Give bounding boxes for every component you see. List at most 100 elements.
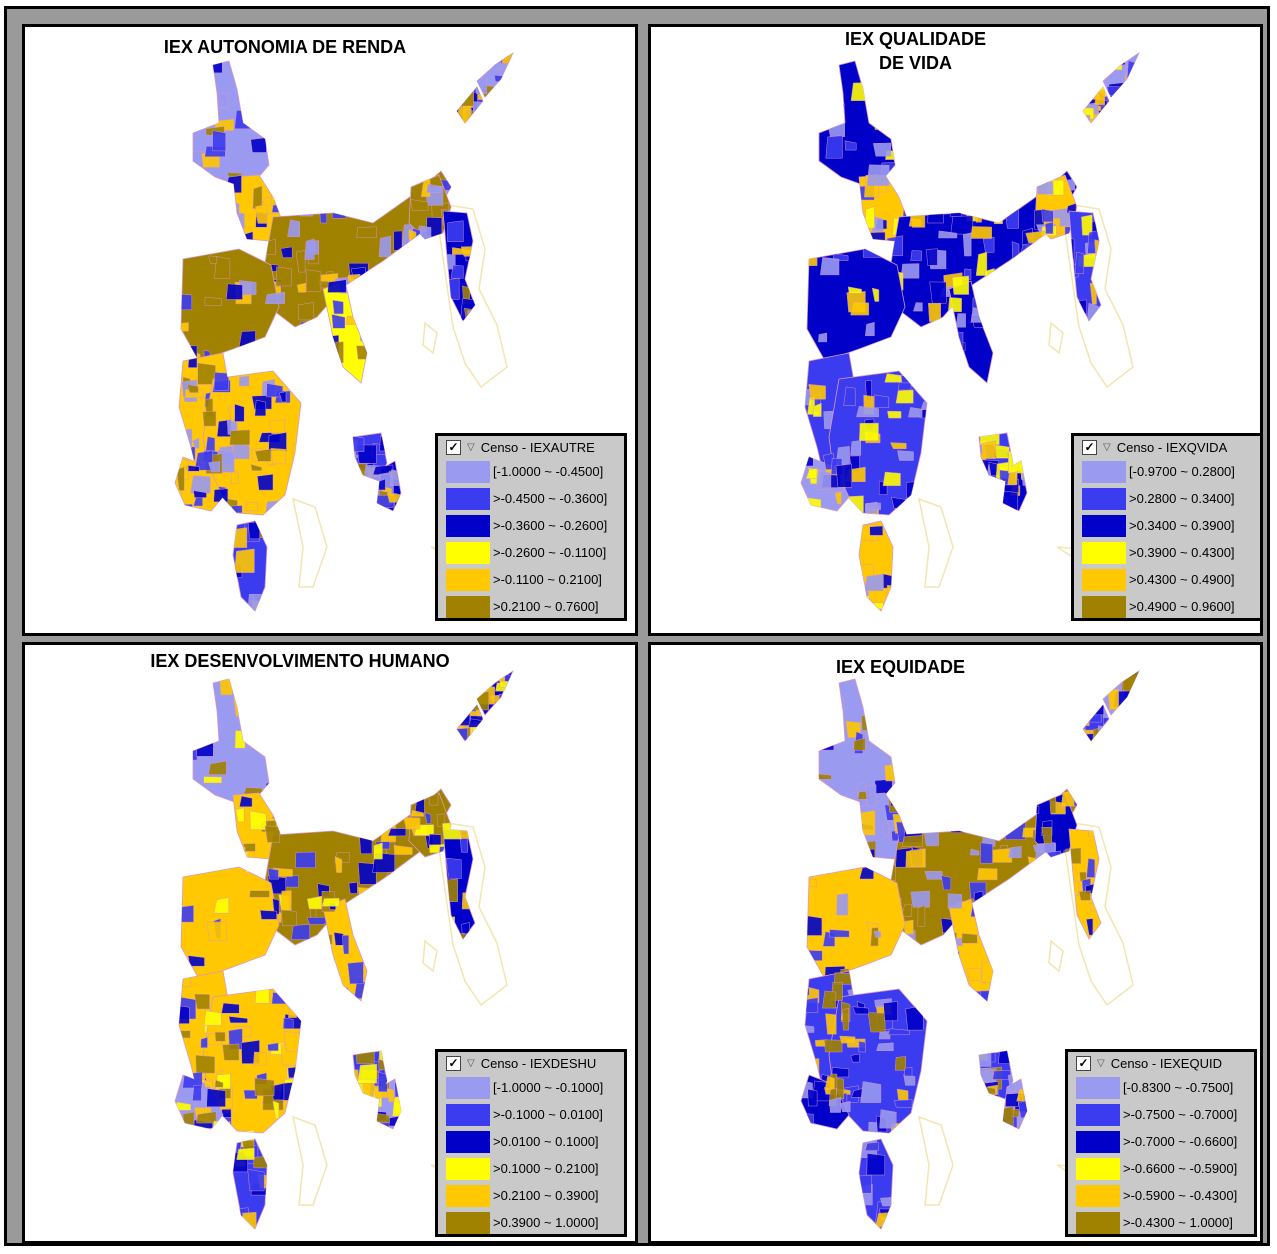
census-tract xyxy=(929,281,947,304)
census-tract xyxy=(229,429,250,446)
district-outline xyxy=(917,497,954,588)
census-tract xyxy=(394,1080,402,1098)
census-tract xyxy=(858,848,876,869)
census-tract xyxy=(1042,256,1058,272)
census-tract xyxy=(1020,938,1031,949)
census-tract xyxy=(341,935,350,955)
census-tract xyxy=(905,848,926,868)
census-tract xyxy=(835,463,853,488)
census-tract xyxy=(829,1097,841,1113)
census-tract xyxy=(873,118,885,130)
census-tract xyxy=(360,913,379,923)
census-tract xyxy=(853,737,866,751)
panel-title: IEX AUTONOMIA DE RENDA xyxy=(163,37,407,57)
census-tract xyxy=(894,1056,907,1071)
census-tract xyxy=(253,1155,272,1169)
census-tract xyxy=(870,602,884,610)
checkbox-icon[interactable]: ✓ xyxy=(1082,439,1097,455)
census-tract xyxy=(917,800,936,811)
census-tract xyxy=(395,277,411,296)
census-tract xyxy=(890,796,900,807)
census-tract xyxy=(836,700,845,712)
legend-header: ✓ ▽ Censo - IEXDESHU xyxy=(438,1052,624,1074)
census-tract xyxy=(902,919,914,935)
census-tract xyxy=(1059,935,1075,948)
census-tract xyxy=(990,847,1013,863)
census-tract xyxy=(355,1046,375,1064)
census-tract xyxy=(904,1066,913,1077)
census-tract xyxy=(850,301,870,316)
census-tract xyxy=(387,871,399,881)
census-tract xyxy=(274,806,295,821)
census-tract xyxy=(214,1079,224,1088)
census-tract xyxy=(450,264,464,279)
census-tract xyxy=(881,822,890,837)
choropleth-map xyxy=(174,51,514,612)
census-tract xyxy=(997,269,1011,292)
census-tract xyxy=(928,302,941,322)
legend-row: >-0.1000 ~ 0.0100] xyxy=(438,1101,624,1128)
checkbox-icon[interactable]: ✓ xyxy=(1076,1055,1091,1071)
census-tract xyxy=(186,384,199,393)
census-tract xyxy=(864,784,877,807)
checkbox-icon[interactable]: ✓ xyxy=(446,1055,461,1071)
legend-class-label: >0.3400 ~ 0.3900] xyxy=(1129,518,1235,533)
legend-swatch xyxy=(1076,1184,1120,1207)
legend-swatch xyxy=(1082,487,1126,510)
census-tract xyxy=(878,1031,891,1040)
census-tract xyxy=(470,691,489,711)
census-tract xyxy=(399,308,413,319)
checkbox-icon[interactable]: ✓ xyxy=(446,439,461,455)
census-tract xyxy=(836,893,849,916)
census-tract xyxy=(1071,169,1080,177)
census-tract xyxy=(847,286,862,294)
census-tract xyxy=(227,406,235,421)
census-region xyxy=(192,678,270,804)
map-legend: ✓ ▽ Censo - IEXAUTRE [-1.0000 ~ -0.4500]… xyxy=(435,433,627,621)
map-panel-desenvolvimento-humano: IEX DESENVOLVIMENTO HUMANO ✓ ▽ Censo - I… xyxy=(22,642,638,1244)
census-tract xyxy=(1010,181,1020,200)
census-tract xyxy=(955,313,966,328)
census-tract xyxy=(998,1042,1014,1064)
census-tract xyxy=(893,1099,913,1108)
census-tract xyxy=(214,1031,226,1042)
census-tract xyxy=(1074,251,1085,274)
triangle-icon: ▽ xyxy=(467,1057,475,1069)
census-tract xyxy=(331,201,347,219)
census-tract xyxy=(502,74,513,90)
census-tract xyxy=(314,203,328,214)
census-tract xyxy=(1008,845,1022,859)
census-tract xyxy=(281,890,292,911)
district-outline xyxy=(291,1115,328,1206)
census-tract xyxy=(945,353,961,374)
census-tract xyxy=(865,231,886,247)
census-tract xyxy=(296,282,307,293)
census-tract xyxy=(882,471,901,487)
census-tract xyxy=(966,968,982,982)
census-tract xyxy=(306,916,327,925)
census-tract xyxy=(304,238,315,260)
census-tract xyxy=(493,74,510,82)
census-tract xyxy=(194,993,210,1010)
legend-row: >-0.1100 ~ 0.2100] xyxy=(438,566,624,593)
census-tract xyxy=(498,693,508,706)
census-tract xyxy=(264,291,285,305)
triangle-icon: ▽ xyxy=(1103,441,1111,453)
legend-class-label: >0.2800 ~ 0.3400] xyxy=(1129,491,1235,506)
census-tract xyxy=(234,403,245,422)
census-tract xyxy=(901,1125,920,1136)
census-tract xyxy=(1057,313,1075,330)
census-tract xyxy=(426,869,437,880)
legend-row: >-0.3600 ~ -0.2600] xyxy=(438,512,624,539)
legend-swatch xyxy=(1082,541,1126,564)
census-tract xyxy=(291,924,310,940)
census-tract xyxy=(459,82,474,107)
district-outline xyxy=(1048,321,1064,355)
census-tract xyxy=(1059,882,1067,902)
census-tract xyxy=(801,454,814,467)
census-tract xyxy=(270,448,287,465)
census-tract xyxy=(977,868,998,881)
census-tract xyxy=(950,967,959,985)
census-tract xyxy=(940,875,952,891)
census-tract xyxy=(850,1053,860,1063)
